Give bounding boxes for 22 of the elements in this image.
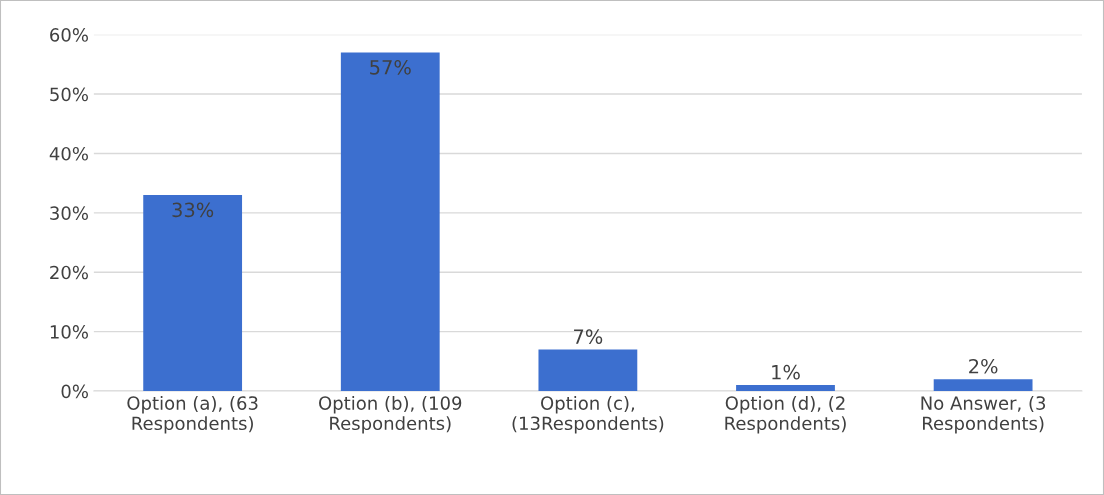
y-tick-label: 40% (49, 146, 88, 161)
y-tick-label: 0% (61, 384, 88, 399)
bar (143, 195, 243, 392)
bar (538, 349, 638, 392)
y-tick-label: 10% (50, 325, 88, 339)
bar (736, 385, 835, 392)
y-tick-label: 50% (50, 87, 88, 102)
data-label: 1% (772, 364, 800, 380)
data-label: 2% (969, 358, 998, 374)
bar (340, 52, 440, 392)
bar (933, 379, 1033, 392)
data-label: 7% (574, 329, 603, 344)
y-tick-label: 30% (50, 206, 88, 220)
data-label: 57% (370, 59, 411, 75)
y-tick-label: 20% (50, 265, 88, 280)
data-label: 33% (172, 202, 214, 218)
x-tick-label: No Answer, (3 Respondents) (921, 395, 1046, 434)
y-tick-label: 60% (50, 28, 88, 42)
x-tick-label: Option (a), (63 Respondents) (127, 395, 258, 434)
x-tick-label: Option (b), (109 Respondents) (319, 395, 462, 434)
x-tick-label: Option (d), (2 Respondents) (725, 395, 846, 434)
x-tick-label: Option (c), (13Respondents) (512, 395, 664, 434)
